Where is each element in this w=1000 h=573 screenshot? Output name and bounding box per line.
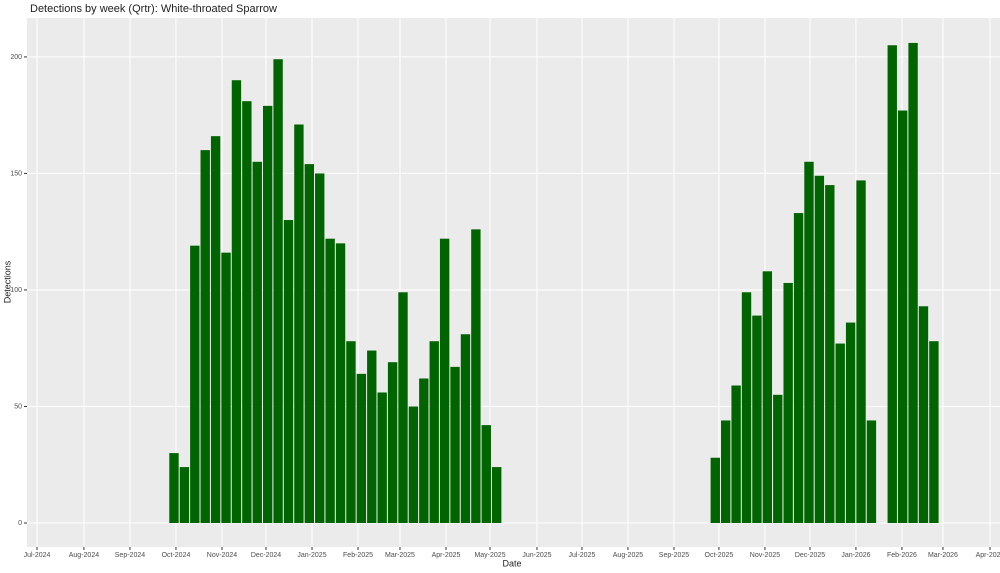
bar xyxy=(752,315,762,523)
bar xyxy=(377,392,387,523)
bar xyxy=(356,373,367,523)
bar xyxy=(793,213,804,523)
bar xyxy=(179,467,190,523)
x-tick-label: Dec-2024 xyxy=(251,552,281,559)
bar xyxy=(835,343,845,523)
bar xyxy=(200,150,210,523)
bar xyxy=(387,362,398,523)
x-tick-label: May-2025 xyxy=(474,552,505,559)
bar xyxy=(325,238,335,523)
bar xyxy=(825,185,835,523)
y-axis-label: Detections xyxy=(2,260,12,303)
bar xyxy=(210,136,221,523)
bar xyxy=(721,420,731,523)
x-tick-label: Dec-2025 xyxy=(795,552,825,559)
y-tick-label: 200 xyxy=(10,54,22,61)
bar xyxy=(398,292,408,523)
bar xyxy=(231,80,242,523)
x-tick-label: Sep-2025 xyxy=(659,552,689,559)
x-tick-label: Jun-2025 xyxy=(522,552,551,559)
bar xyxy=(710,457,720,523)
bar xyxy=(252,161,262,523)
bar xyxy=(471,229,481,523)
x-tick-label: Mar-2026 xyxy=(928,552,958,559)
y-tick-label: 0 xyxy=(18,520,22,527)
y-tick-label: 150 xyxy=(10,170,22,177)
x-tick-label: Aug-2025 xyxy=(613,552,643,559)
x-tick-label: Jul-2025 xyxy=(569,552,596,559)
bar xyxy=(408,406,419,523)
bar xyxy=(450,366,460,523)
bar xyxy=(335,243,346,523)
x-tick-label: Apr-2025 xyxy=(432,552,461,559)
x-tick-label: Aug-2024 xyxy=(69,552,99,559)
bar xyxy=(929,341,939,523)
x-tick-label: Oct-2024 xyxy=(162,552,191,559)
x-axis-label: Date xyxy=(502,558,521,568)
bar xyxy=(897,110,908,523)
x-tick-label: Nov-2024 xyxy=(207,552,237,559)
bar xyxy=(492,467,502,523)
bar xyxy=(419,378,429,523)
bar xyxy=(439,238,450,523)
bar xyxy=(304,164,314,523)
x-tick-label: Jan-2025 xyxy=(297,552,326,559)
bar xyxy=(460,334,471,523)
bar xyxy=(783,282,793,523)
bar xyxy=(918,306,929,523)
x-tick-label: Jan-2026 xyxy=(841,552,870,559)
bar xyxy=(887,45,897,523)
bar xyxy=(262,105,273,523)
bar xyxy=(908,42,918,523)
x-tick-label: Mar-2025 xyxy=(385,552,415,559)
bar xyxy=(814,175,825,523)
x-tick-label: Sep-2024 xyxy=(115,552,145,559)
bar xyxy=(315,173,325,523)
bar xyxy=(169,453,179,523)
bar xyxy=(221,252,231,523)
bar xyxy=(762,271,773,523)
y-tick-label: 100 xyxy=(10,287,22,294)
bar xyxy=(845,322,856,523)
bar xyxy=(367,350,377,523)
bar xyxy=(294,124,304,523)
bar xyxy=(346,341,356,523)
x-tick-label: Apr-2026 xyxy=(976,552,1000,559)
y-tick-label: 50 xyxy=(14,403,22,410)
x-tick-label: Jul-2024 xyxy=(24,552,51,559)
bar xyxy=(190,245,200,523)
bar xyxy=(429,341,439,523)
bar xyxy=(481,425,491,523)
chart-title: Detections by week (Qrtr): White-throate… xyxy=(30,3,277,15)
bar xyxy=(856,180,866,523)
x-tick-label: Feb-2026 xyxy=(887,552,917,559)
bar xyxy=(741,292,752,523)
bar xyxy=(242,101,252,523)
x-tick-label: Oct-2025 xyxy=(705,552,734,559)
x-tick-label: Feb-2025 xyxy=(343,552,373,559)
bar xyxy=(283,220,294,523)
bar xyxy=(866,420,877,523)
x-tick-label: Nov-2025 xyxy=(750,552,780,559)
bar xyxy=(273,59,283,523)
bar xyxy=(804,161,814,523)
bar xyxy=(731,385,741,523)
bar xyxy=(773,394,783,523)
